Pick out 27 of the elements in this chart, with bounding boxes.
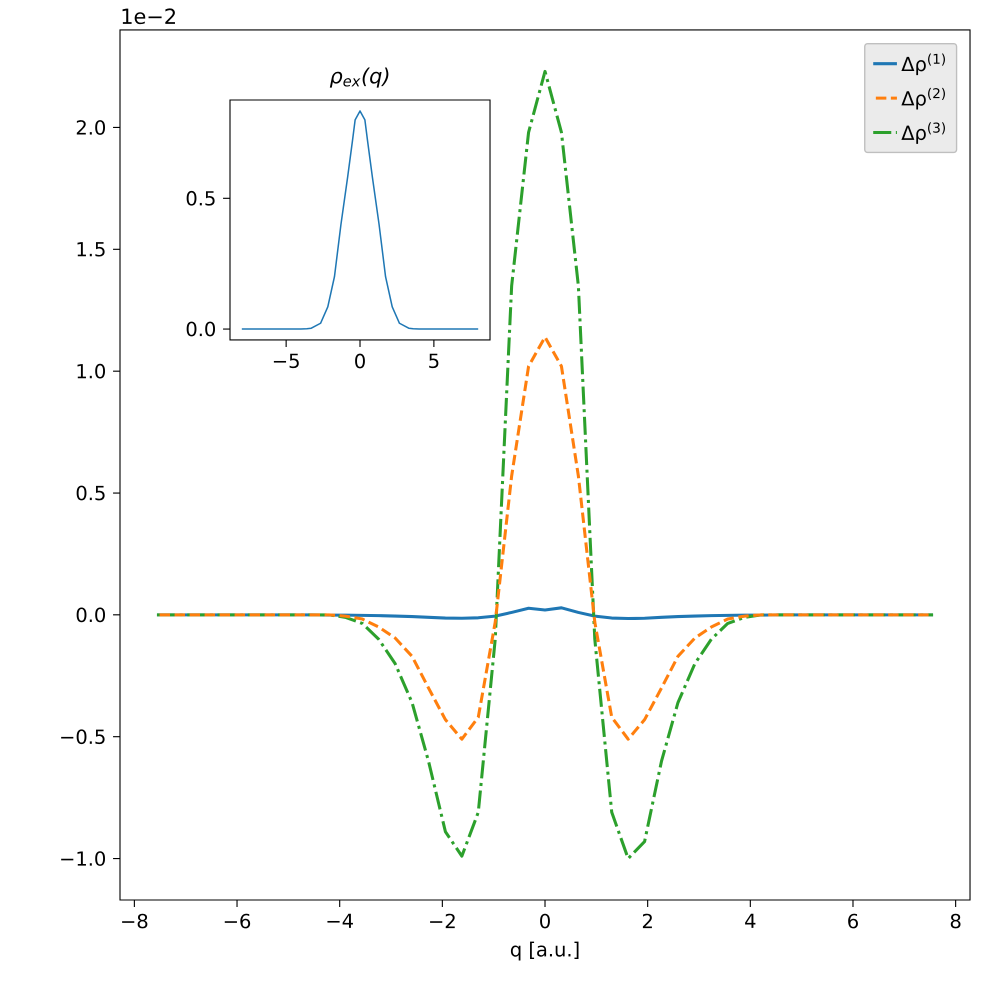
x-tick-label: −2 xyxy=(430,914,455,928)
y-tick-label: −0.5 xyxy=(61,729,105,744)
x-tick-label: 2 xyxy=(642,914,652,928)
x-tick-label: 4 xyxy=(745,914,756,928)
legend-label: Δρ$^{(2)}$ xyxy=(901,88,945,110)
y-tick-label: 0.5 xyxy=(186,190,215,206)
y-tick-label: 0.0 xyxy=(76,608,106,622)
y-tick-label: 2.0 xyxy=(76,120,106,135)
x-tick-label: 6 xyxy=(848,914,858,928)
x-tick-label: 0 xyxy=(540,914,550,928)
x-tick-label: 5 xyxy=(429,354,438,368)
x-tick-label: −6 xyxy=(224,914,250,928)
x-tick-label: −5 xyxy=(274,354,299,368)
x-axis-title: q [a.u.] xyxy=(510,942,578,960)
x-tick-label: 0 xyxy=(355,354,365,368)
text: 1e−2 xyxy=(122,8,175,24)
y-tick-label: 1.5 xyxy=(78,242,105,257)
x-tick-label: −8 xyxy=(122,914,148,928)
y-tick-label: 1.0 xyxy=(78,364,106,379)
y-tick-label: 0.0 xyxy=(186,322,216,336)
y-tick-label: −1.0 xyxy=(61,851,106,866)
legend-label: Δρ$^{(1)}$ xyxy=(901,53,945,76)
chart-title: ρ$_{ex}$(q) xyxy=(330,68,388,88)
y-tick-label: 0.5 xyxy=(76,486,105,500)
x-tick-label: 8 xyxy=(950,914,960,928)
x-tick-label: −4 xyxy=(327,914,353,928)
legend-label: Δρ$^{(3)}$ xyxy=(901,122,945,144)
